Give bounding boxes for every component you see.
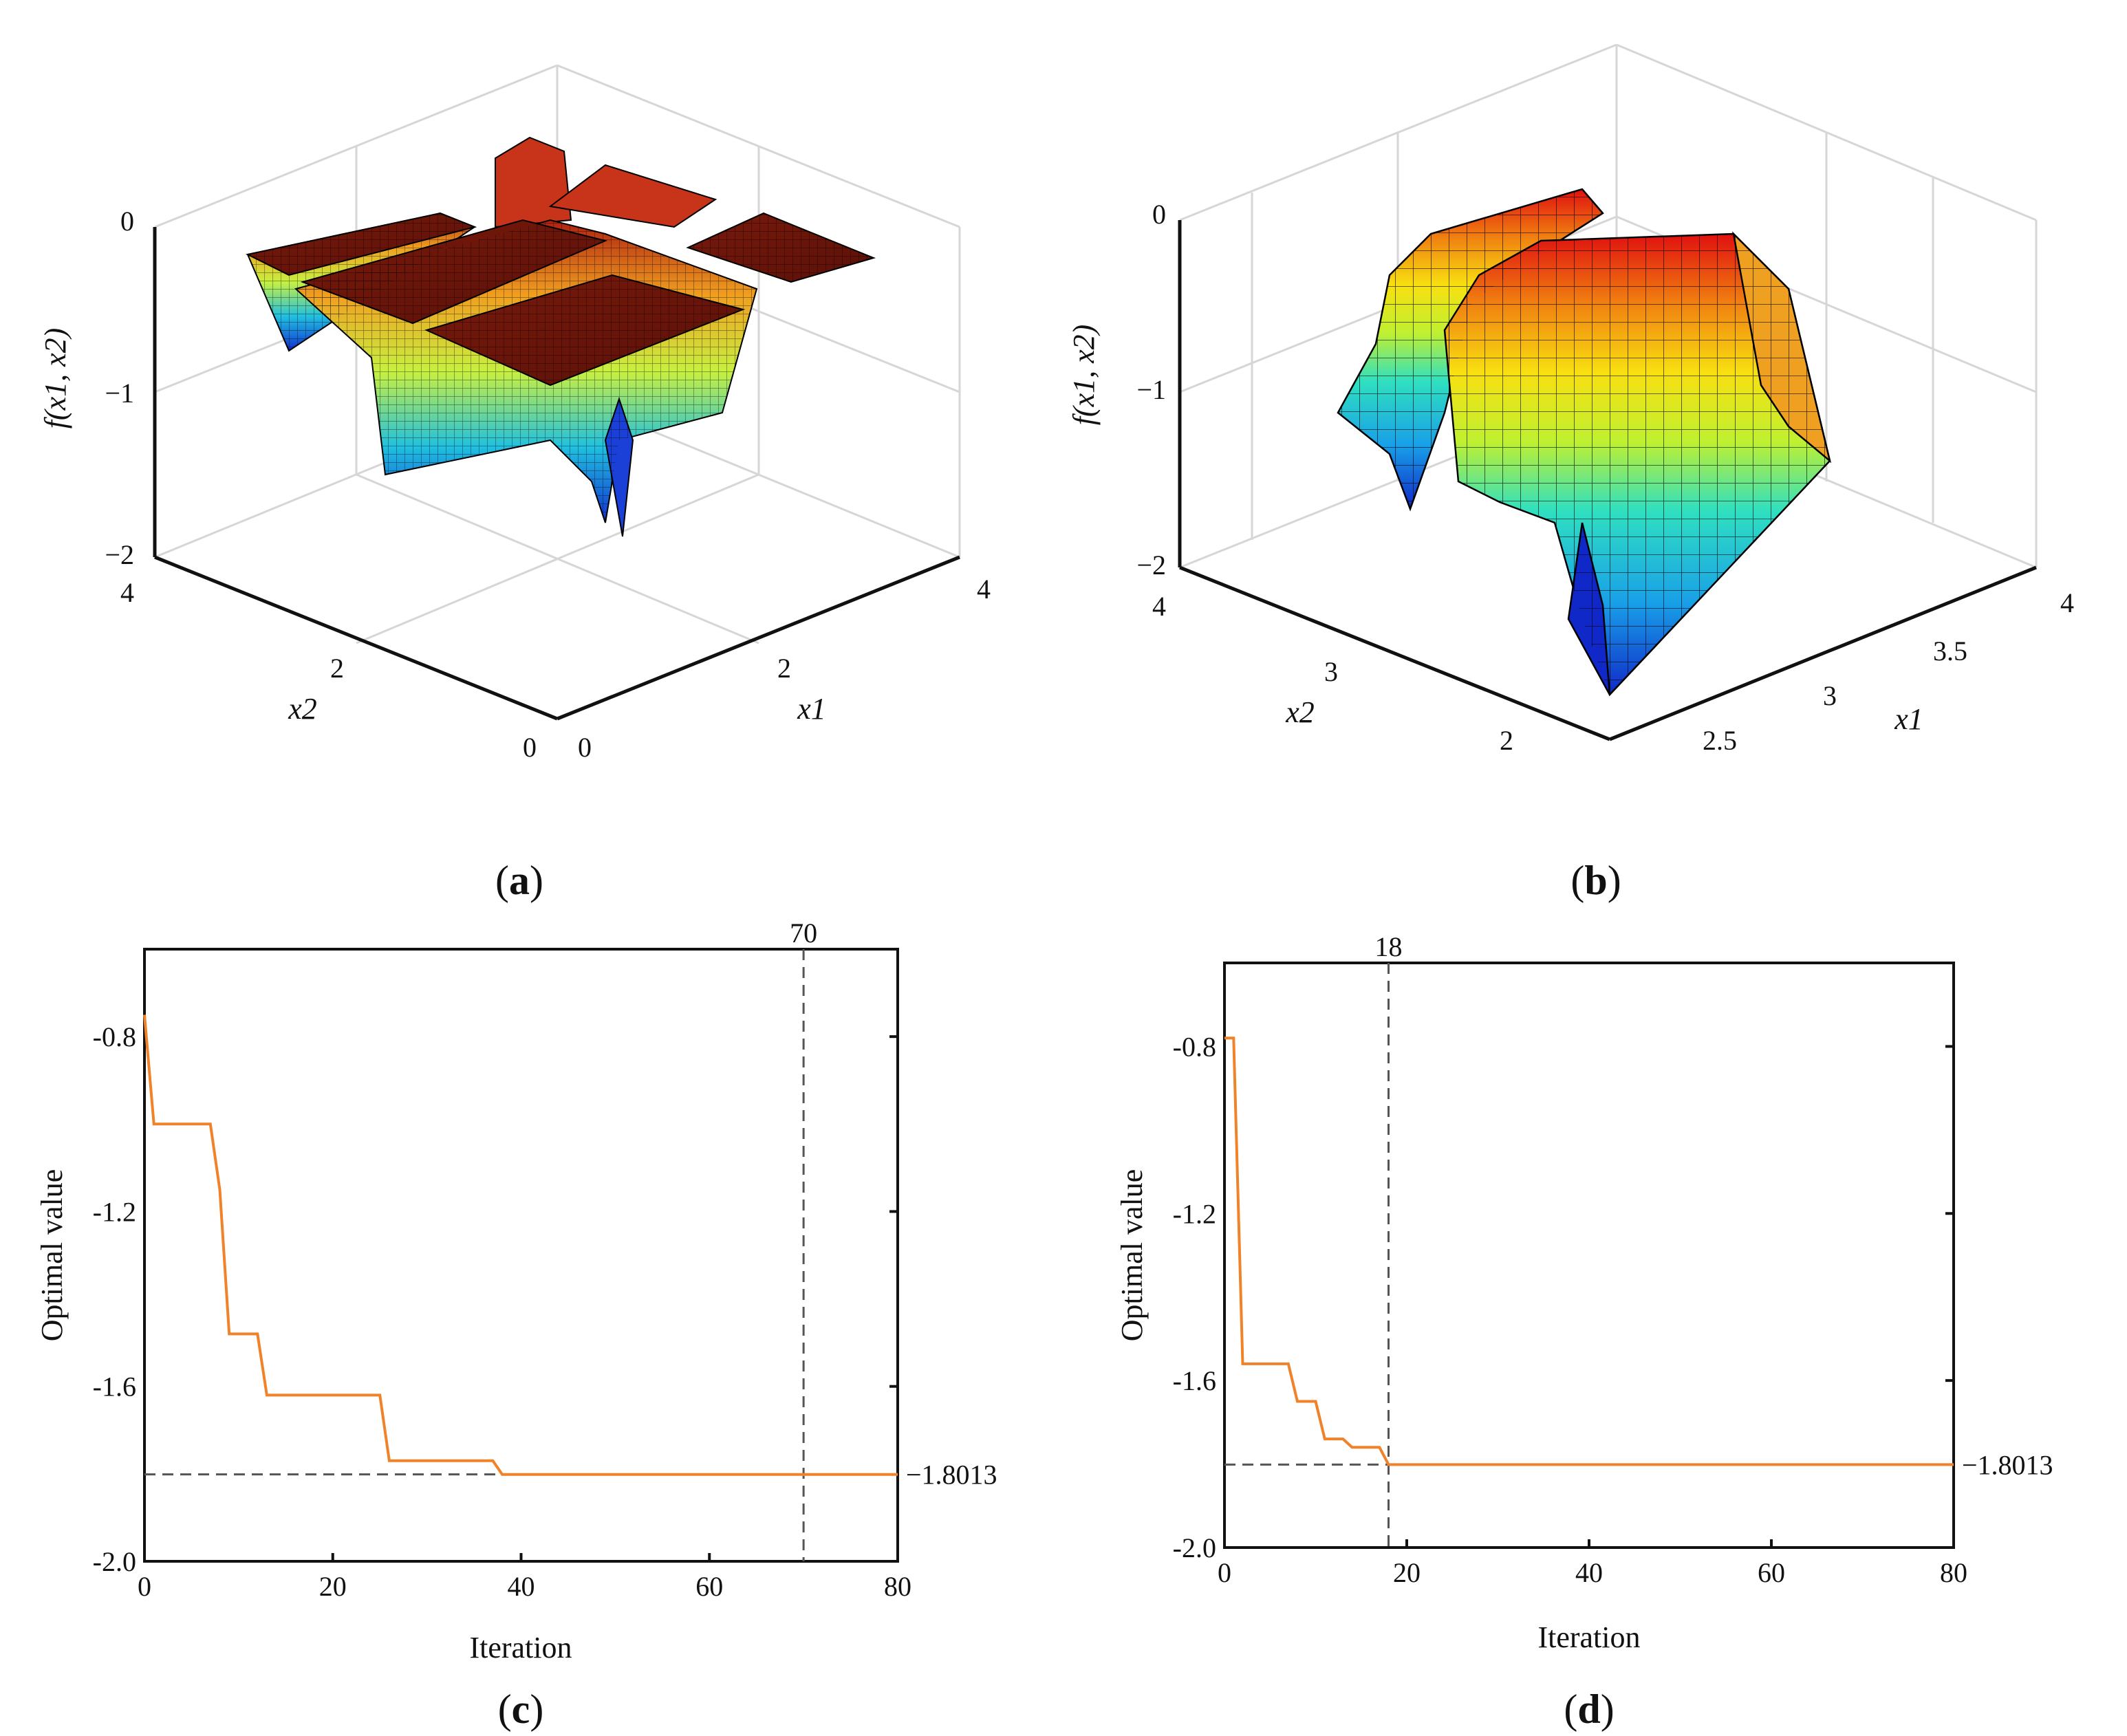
panel-a-z-tick-1: −1	[105, 378, 134, 409]
panel-d-convergence-label: 18	[1375, 931, 1403, 962]
panel-c-y-tick-label: -0.8	[93, 1021, 136, 1052]
panel-a-y-tick-2: 2	[330, 653, 344, 684]
caption-b-letter: b	[1584, 858, 1607, 903]
panel-a-z-tick-0: 0	[120, 206, 134, 237]
panel-d-y-tick-label: -1.2	[1173, 1198, 1216, 1229]
panel-b-z-tick-2: −2	[1136, 550, 1166, 581]
panel-c-x-tick-label: 80	[884, 1571, 911, 1602]
panel-d-x-tick-label: 20	[1393, 1557, 1421, 1588]
panel-b-surface-plot: 0 −1 −2 4 3 2 2.5 3 3.5 4 f(x1, x2) x2 x…	[1067, 43, 2074, 903]
caption-d: (d)	[1564, 1686, 1614, 1732]
panel-c-x-tick-label: 20	[319, 1571, 347, 1602]
panel-b-x-label: x1	[1894, 702, 1923, 736]
panel-d-y-tick-label: -2.0	[1173, 1532, 1216, 1563]
panel-c-x-tick-label: 0	[138, 1571, 151, 1602]
panel-b-x-tick-2-5: 2.5	[1703, 725, 1737, 756]
panel-c-x-tick-label: 60	[695, 1571, 723, 1602]
panel-a-surface	[246, 136, 876, 537]
panel-c-plot-frame	[143, 948, 899, 1563]
panel-b-z-tick-0: 0	[1152, 199, 1166, 230]
panel-c-y-tick-label: -1.6	[93, 1371, 136, 1402]
panel-b-axes	[1178, 220, 2037, 741]
panel-d-x-ticks: 0 20 40 60 80	[1218, 1539, 1967, 1588]
panel-c-y-tick-label: -2.0	[93, 1546, 136, 1577]
panel-b-y-tick-4: 4	[1152, 591, 1166, 622]
panel-a-y-tick-4: 4	[120, 577, 134, 608]
panel-a-z-tick-2: −2	[105, 539, 134, 570]
panel-c-line-chart: -0.8 -1.2 -1.6 -2.0 0 20 40 60 80 70 −1.8013 Op…	[35, 918, 997, 1732]
panel-a-x-tick-0: 0	[578, 732, 592, 763]
panel-d-y-ticks: -0.8 -1.2 -1.6 -2.0	[1173, 1031, 1954, 1563]
panel-d-x-tick-label: 80	[1940, 1557, 1967, 1588]
panel-d-y-tick-label: -0.8	[1173, 1031, 1216, 1062]
panel-a-y-label: x2	[288, 692, 317, 726]
panel-b-z-tick-1: −1	[1136, 374, 1166, 405]
panel-a-y-tick-0: 0	[523, 732, 537, 763]
panel-d-x-tick-label: 40	[1575, 1557, 1603, 1588]
panel-b-y-tick-2: 2	[1500, 725, 1513, 756]
panel-b-surface	[1337, 188, 1832, 697]
panel-c-y-tick-label: -1.2	[93, 1196, 136, 1227]
panel-c-y-axis-label: Optimal value	[35, 1169, 69, 1342]
panel-c-series-line	[143, 1015, 898, 1476]
caption-d-letter: d	[1577, 1686, 1600, 1732]
panel-b-y-label: x2	[1285, 695, 1315, 729]
panel-a-surface-plot: 0 −1 −2 4 2 0 0 2 4 f(x1, x2) x2 x1 (a)	[39, 64, 991, 903]
panel-d-x-tick-label: 60	[1758, 1557, 1785, 1588]
caption-a: (a)	[495, 858, 543, 903]
panel-d-optimum-label: −1.8013	[1962, 1449, 2053, 1480]
panel-c-optimum-label: −1.8013	[906, 1460, 997, 1490]
panel-a-x-tick-2: 2	[777, 653, 791, 684]
panel-c-y-ticks: -0.8 -1.2 -1.6 -2.0	[93, 1021, 898, 1577]
panel-a-z-label: f(x1, x2)	[39, 328, 72, 429]
panel-d-x-axis-label: Iteration	[1537, 1620, 1640, 1654]
caption-b: (b)	[1570, 858, 1621, 903]
panel-b-x-tick-3: 3	[1823, 680, 1837, 711]
panel-c-x-tick-label: 40	[508, 1571, 535, 1602]
panel-c-x-axis-label: Iteration	[469, 1631, 572, 1664]
caption-c-letter: c	[512, 1686, 530, 1732]
panel-d-y-axis-label: Optimal value	[1115, 1169, 1149, 1342]
panel-b-x-tick-4: 4	[2060, 587, 2074, 618]
panel-d-plot-frame	[1223, 962, 1955, 1549]
panel-d-line-chart: -0.8 -1.2 -1.6 -2.0 0 20 40 60 80 18 −1.8013 Op…	[1115, 931, 2053, 1732]
panel-d-y-tick-label: -1.6	[1173, 1365, 1216, 1396]
panel-d-x-tick-label: 0	[1218, 1557, 1231, 1588]
panel-a-axes	[153, 227, 960, 721]
caption-c: (c)	[498, 1686, 544, 1732]
panel-b-z-label: f(x1, x2)	[1067, 325, 1101, 426]
panel-d-series-line	[1224, 1037, 1954, 1466]
panel-c-x-ticks: 0 20 40 60 80	[138, 1553, 911, 1602]
caption-a-letter: a	[509, 858, 530, 903]
panel-b-x-tick-3-5: 3.5	[1933, 636, 1967, 666]
panel-a-x-tick-4: 4	[977, 574, 991, 605]
panel-b-y-tick-3: 3	[1324, 656, 1338, 687]
panel-a-x-label: x1	[797, 692, 826, 726]
panel-c-convergence-label: 70	[790, 918, 817, 948]
